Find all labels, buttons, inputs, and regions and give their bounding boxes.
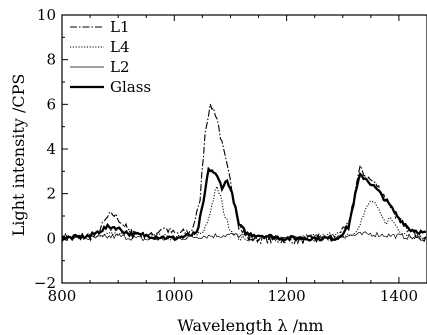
y-tick-label: 10 (37, 6, 56, 24)
x-axis: 800 1000 1200 1400 (48, 15, 427, 305)
y-tick-label: 4 (46, 140, 56, 158)
y-axis-title: Light intensity /CPS (9, 74, 28, 237)
series-line-glass (61, 166, 427, 243)
legend-label: Glass (110, 78, 151, 96)
y-tick-label: −2 (34, 274, 56, 292)
legend-label: L2 (110, 58, 130, 76)
y-tick-label: 6 (46, 95, 56, 113)
y-tick-label: 2 (46, 185, 56, 203)
legend: L1 L4 L2 Glass (70, 18, 151, 96)
y-tick-label: 8 (46, 51, 56, 69)
legend-label: L4 (110, 38, 130, 56)
x-tick-label: 1400 (380, 287, 418, 305)
series-line-l1 (61, 103, 427, 246)
y-tick-label: 0 (46, 229, 56, 247)
series-line-l2 (61, 231, 427, 242)
legend-label: L1 (110, 18, 130, 36)
x-tick-label: 1000 (155, 287, 193, 305)
x-axis-title: Wavelength λ /nm (177, 316, 323, 335)
x-tick-label: 1200 (268, 287, 306, 305)
plot-series (61, 103, 427, 246)
x-tick-label: 800 (48, 287, 77, 305)
y-axis: −2 0 2 4 6 8 10 (34, 6, 68, 292)
